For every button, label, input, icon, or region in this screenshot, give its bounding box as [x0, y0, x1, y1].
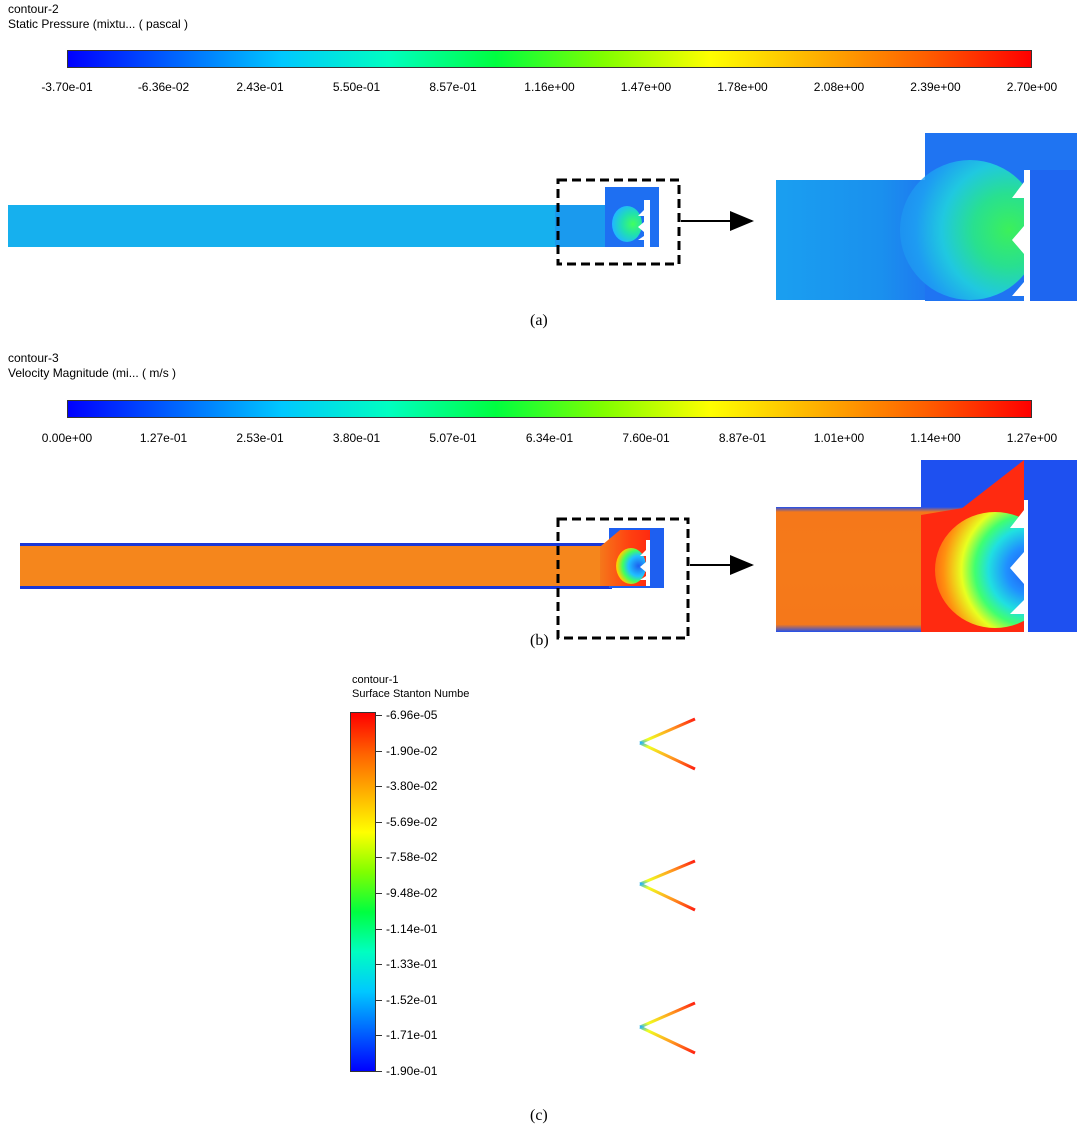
- panel-a-tick-label: 2.39e+00: [910, 80, 961, 94]
- panel-c-variable-title: Surface Stanton Numbe: [352, 688, 470, 700]
- panel-b-tick-label: 8.87e-01: [718, 431, 767, 445]
- panel-a-tick-label: -6.36e-02: [137, 80, 190, 94]
- panel-b-zoom-ribs: [1010, 510, 1024, 614]
- panel-b-tick-label: 5.07e-01: [429, 431, 477, 445]
- panel-a-variable-title: Static Pressure (mixtu... ( pascal ): [8, 17, 189, 31]
- panel-b-tick-label: 1.14e+00: [910, 431, 961, 445]
- panel-c-caption: (c): [530, 1107, 548, 1124]
- panel-b-zoom-wall: [1028, 500, 1077, 632]
- panel-b-ribs: [640, 550, 646, 580]
- panel-a-zoom-stagnation-zone: [900, 160, 1040, 300]
- panel-a-zoom-wall: [1030, 170, 1077, 301]
- panel-c-tick-label: -3.80e-02: [386, 779, 438, 794]
- panel-c-tick-label: -1.71e-01: [386, 1028, 438, 1043]
- panel-c-tick-label: -6.96e-05: [386, 708, 438, 722]
- panel-a-tick-label: 2.70e+00: [1006, 80, 1058, 94]
- panel-a-tick-label: -3.70e-01: [41, 80, 93, 94]
- panel-b-zoom-box: [556, 517, 690, 640]
- panel-a-tick-label: 1.16e+00: [524, 80, 575, 94]
- panel-c-contour-name: contour-1: [352, 674, 399, 686]
- panel-b-tick-label: 6.34e-01: [525, 431, 574, 445]
- panel-c-tick-mark: [376, 857, 382, 859]
- panel-a-tick-label: 2.08e+00: [813, 80, 865, 94]
- panel-a-channel: [8, 205, 558, 247]
- panel-c-tick-mark: [376, 928, 382, 930]
- panel-c-tick-mark: [376, 893, 382, 894]
- panel-b-channel: [20, 546, 612, 586]
- panel-a-ribs: [638, 210, 644, 240]
- panel-a-tick-label: 8.57e-01: [429, 80, 477, 94]
- panel-c-tick-mark: [376, 821, 382, 823]
- panel-c-tick-label: -7.58e-02: [386, 850, 438, 865]
- panel-c-tick-mark: [376, 1035, 382, 1037]
- panel-c-tick-mark: [376, 750, 382, 752]
- panel-c-tick-label: -5.69e-02: [386, 814, 438, 829]
- panel-b-stagnation-zone: [616, 548, 646, 584]
- panel-c-tick-mark: [376, 1071, 382, 1072]
- panel-a-tick-label: 1.78e+00: [717, 80, 768, 94]
- panel-a-channel-end: [555, 205, 607, 247]
- panel-b-tick-label: 7.60e-01: [622, 431, 670, 445]
- panel-b-zoom-gap: [1024, 500, 1028, 632]
- panel-a-caption: (a): [530, 312, 548, 329]
- panel-b-tick-label: 1.27e-01: [139, 431, 188, 445]
- panel-b-colorbar: [67, 400, 1032, 418]
- panel-b-tick-label: 0.00e+00: [41, 431, 93, 445]
- panel-c-tick-mark: [376, 786, 382, 788]
- panel-a-zoom-gap: [1024, 170, 1030, 301]
- panel-a-contour-name: contour-2: [8, 2, 59, 16]
- panel-a-tick-label: 1.47e+00: [620, 80, 672, 94]
- panel-c-tick-label: -1.14e-01: [386, 921, 438, 936]
- panel-b-variable-title: Velocity Magnitude (mi... ( m/s ): [8, 366, 177, 380]
- panel-c-colorbar: [350, 712, 376, 1072]
- panel-c-tick-label: -1.33e-01: [386, 957, 438, 972]
- panel-b-gap: [646, 540, 650, 586]
- panel-a-stagnation-zone: [612, 206, 642, 242]
- panel-a-tick-label: 2.43e-01: [236, 80, 284, 94]
- panel-c-tick-mark: [376, 999, 382, 1001]
- panel-b-contour-name: contour-3: [8, 351, 59, 365]
- panel-b-tick-label: 3.80e-01: [332, 431, 381, 445]
- panel-b-tick-label: 1.01e+00: [813, 431, 865, 445]
- panel-c-tick-label: -1.52e-01: [386, 992, 438, 1007]
- panel-c-tick-label: -9.48e-02: [386, 886, 438, 900]
- panel-c-tick-mark: [376, 964, 382, 966]
- panel-a-tick-label: 5.50e-01: [332, 80, 381, 94]
- panel-c-tick-mark: [376, 715, 382, 716]
- panel-c-tick-label: -1.90e-02: [386, 743, 438, 758]
- panel-c-tick-label: -1.90e-01: [386, 1064, 438, 1078]
- panel-b-tick-label: 1.27e+00: [1006, 431, 1058, 445]
- panel-a-colorbar: [67, 50, 1032, 68]
- panel-a-gap: [644, 200, 650, 248]
- panel-a-zoom-box: [556, 178, 681, 266]
- panel-a-zoom-ribs: [1012, 182, 1024, 296]
- panel-c-chevron-surfaces: [639, 717, 696, 1055]
- panel-b-caption: (b): [530, 632, 549, 649]
- panel-b-tick-label: 2.53e-01: [236, 431, 284, 445]
